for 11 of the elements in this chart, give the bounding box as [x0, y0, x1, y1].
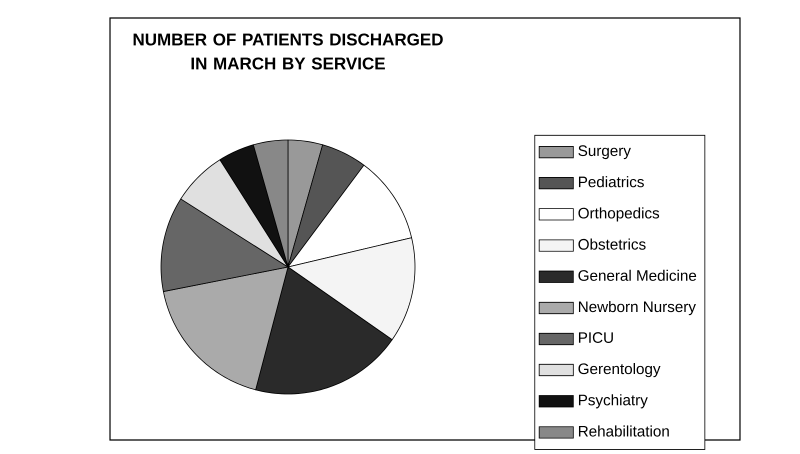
legend-label: Pediatrics [578, 176, 644, 188]
legend-label: Newborn Nursery [578, 300, 696, 316]
legend-label: Gerentology [578, 363, 660, 378]
legend-label: PICU [578, 332, 613, 343]
legend-label: General Medicine [578, 270, 696, 281]
legend-label: Orthopedics [578, 207, 660, 222]
legend-label: Psychiatry [578, 394, 648, 408]
legend-label: Surgery [578, 145, 631, 160]
chart-title: NUMBER OF PATIENTS DISCHARGED IN MARCH BY SERVICE [134, 33, 443, 70]
legend-label: Obstetrics [578, 238, 646, 250]
legend-label: Rehabilitation [578, 425, 669, 437]
